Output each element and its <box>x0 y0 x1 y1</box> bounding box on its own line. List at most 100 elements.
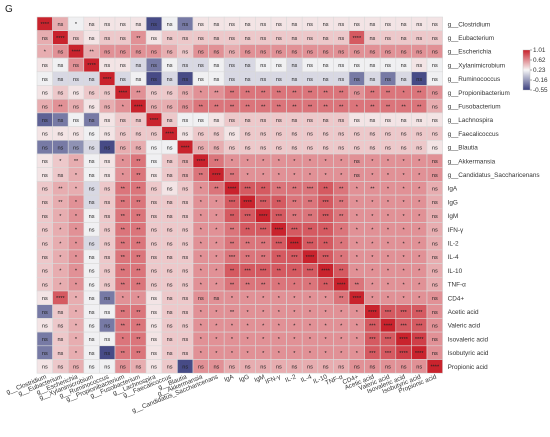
cell-significance-label: * <box>309 282 312 288</box>
cell-significance-label: ns <box>89 337 95 343</box>
cell-significance-label: ns <box>213 49 219 55</box>
cell-significance-label: ns <box>213 118 219 124</box>
cell-significance-label: ** <box>136 159 141 165</box>
cell-significance-label: ns <box>182 269 188 275</box>
cell-significance-label: ns <box>276 132 282 138</box>
cell-significance-label: ns <box>135 118 141 124</box>
cell-significance-label: * <box>247 173 250 179</box>
cell-significance-label: ns <box>245 145 251 151</box>
cell-significance-label: ns <box>89 145 95 151</box>
cell-significance-label: * <box>371 200 374 206</box>
cell-significance-label: * <box>215 214 218 220</box>
cell-significance-label: ns <box>338 77 344 83</box>
cell-significance-label: ns <box>338 22 344 28</box>
cell-significance-label: ** <box>121 323 126 329</box>
cell-significance-label: * <box>293 323 296 329</box>
cell-significance-label: ns <box>104 323 110 329</box>
cell-significance-label: ns <box>120 36 126 42</box>
cell-significance-label: ns <box>167 91 173 97</box>
cell-significance-label: ns <box>167 365 173 371</box>
cell-significance-label: ns <box>182 49 188 55</box>
cell-significance-label: ** <box>121 310 126 316</box>
cell-significance-label: ** <box>121 282 126 288</box>
cell-significance-label: ns <box>151 173 157 179</box>
cell-significance-label: ns <box>229 132 235 138</box>
cell-significance-label: * <box>262 159 265 165</box>
cell-significance-label: ns <box>167 145 173 151</box>
cell-significance-label: ns <box>42 186 48 192</box>
cell-significance-label: ns <box>432 214 438 220</box>
cell-significance-label: ** <box>308 200 313 206</box>
colorbar-tick-label: 1.01 <box>533 47 546 54</box>
cell-significance-label: ns <box>338 63 344 69</box>
cell-significance-label: ns <box>151 63 157 69</box>
cell-significance-label: ns <box>354 63 360 69</box>
cell-significance-label: * <box>262 351 265 357</box>
cell-significance-label: ns <box>213 296 219 302</box>
cell-significance-label: ns <box>42 173 48 179</box>
cell-significance-label: ns <box>291 49 297 55</box>
cell-significance-label: *** <box>385 351 392 357</box>
cell-significance-label: ns <box>338 36 344 42</box>
cell-significance-label: ns <box>432 310 438 316</box>
row-label: g__Fusobacterium <box>448 103 501 110</box>
cell-significance-label: * <box>262 337 265 343</box>
cell-significance-label: ns <box>432 159 438 165</box>
cell-significance-label: * <box>59 241 62 247</box>
cell-significance-label: ** <box>245 255 250 261</box>
cell-significance-label: ** <box>136 186 141 192</box>
cell-significance-label: ns <box>385 118 391 124</box>
cell-significance-label: ns <box>167 159 173 165</box>
cell-significance-label: ** <box>308 214 313 220</box>
cell-significance-label: ** <box>323 282 328 288</box>
cell-significance-label: ns <box>307 365 313 371</box>
cell-significance-label: ns <box>323 49 329 55</box>
cell-significance-label: ** <box>261 104 266 110</box>
cell-significance-label: *** <box>307 186 314 192</box>
cell-significance-label: **** <box>337 282 347 288</box>
cell-significance-label: *** <box>276 241 283 247</box>
cell-significance-label: * <box>293 296 296 302</box>
cell-significance-label: ** <box>417 91 422 97</box>
cell-significance-label: **** <box>165 132 175 138</box>
cell-significance-label: ns <box>276 63 282 69</box>
cell-significance-label: ns <box>104 255 110 261</box>
cell-significance-label: * <box>247 296 250 302</box>
cell-significance-label: ns <box>260 63 266 69</box>
cell-significance-label: ns <box>198 22 204 28</box>
cell-significance-label: * <box>403 282 406 288</box>
cell-significance-label: ** <box>370 91 375 97</box>
cell-significance-label: ** <box>277 269 282 275</box>
cell-significance-label: ns <box>42 255 48 261</box>
cell-significance-label: ns <box>369 49 375 55</box>
cell-significance-label: *** <box>307 269 314 275</box>
cell-significance-label: ** <box>136 310 141 316</box>
cell-significance-label: ns <box>120 132 126 138</box>
cell-significance-label: * <box>371 214 374 220</box>
cell-significance-label: ns <box>73 104 79 110</box>
cell-significance-label: ns <box>151 200 157 206</box>
cell-significance-label: * <box>418 241 421 247</box>
cell-significance-label: **** <box>56 296 66 302</box>
cell-significance-label: ** <box>230 241 235 247</box>
cell-significance-label: ns <box>151 91 157 97</box>
cell-significance-label: ns <box>182 91 188 97</box>
cell-significance-label: **** <box>399 351 409 357</box>
cell-significance-label: ns <box>291 118 297 124</box>
cell-significance-label: * <box>200 255 203 261</box>
cell-significance-label: ** <box>386 104 391 110</box>
cell-significance-label: ns <box>276 365 282 371</box>
cell-significance-label: ns <box>167 173 173 179</box>
row-label: Isobutyric acid <box>448 350 489 357</box>
cell-significance-label: ns <box>135 49 141 55</box>
cell-significance-label: ns <box>213 77 219 83</box>
cell-significance-label: ns <box>57 173 63 179</box>
cell-significance-label: * <box>325 296 328 302</box>
cell-significance-label: ** <box>230 228 235 234</box>
cell-significance-label: * <box>403 241 406 247</box>
cell-significance-label: * <box>122 337 125 343</box>
cell-significance-label: ns <box>104 200 110 206</box>
cell-significance-label: ** <box>386 91 391 97</box>
cell-significance-label: ns <box>385 36 391 42</box>
cell-significance-label: ns <box>416 118 422 124</box>
